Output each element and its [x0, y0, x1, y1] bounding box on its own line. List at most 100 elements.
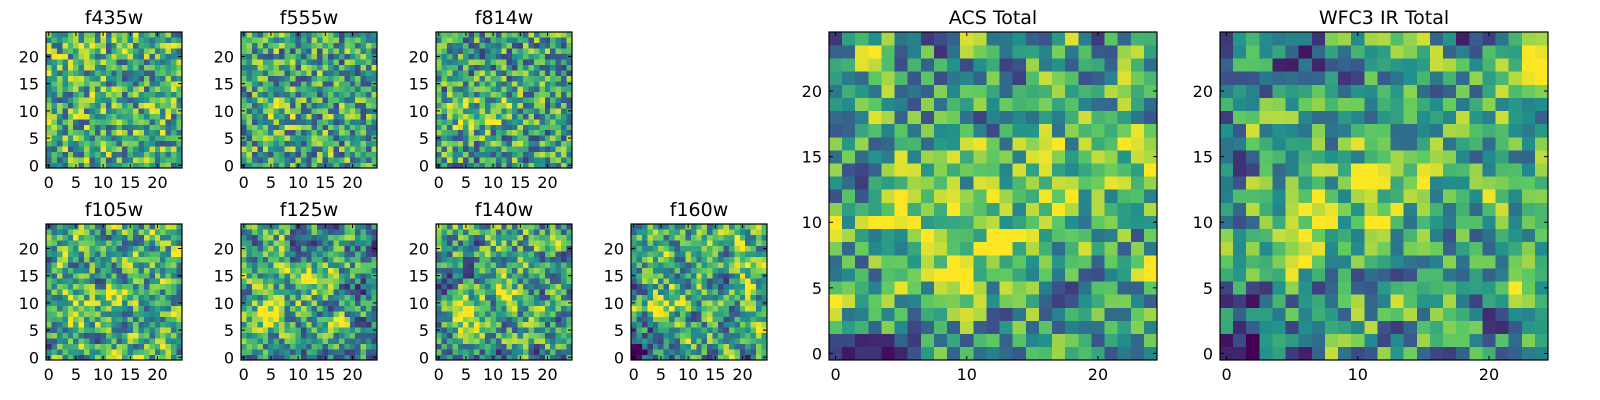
heatmap-cell: [739, 338, 746, 344]
heatmap-cell: [257, 59, 264, 65]
heatmap-cell: [105, 113, 112, 120]
heatmap-cell: [154, 343, 161, 350]
heatmap-cell: [67, 283, 74, 290]
heatmap-cell: [300, 343, 307, 350]
heatmap-cell: [512, 129, 518, 136]
heatmap-cell: [51, 278, 58, 285]
heatmap-cell: [360, 327, 367, 334]
heatmap-cell: [311, 32, 318, 38]
heatmap-cell: [745, 349, 751, 355]
heatmap-cell: [257, 97, 264, 104]
heatmap-cell: [160, 311, 166, 317]
heatmap-cell: [246, 59, 253, 65]
heatmap-cell: [539, 124, 546, 131]
heatmap-cell: [78, 245, 85, 252]
heatmap-cell: [506, 332, 513, 339]
heatmap-cell: [360, 305, 367, 312]
heatmap-cell: [94, 245, 101, 252]
heatmap-cell: [441, 262, 448, 268]
heatmap-cell: [306, 289, 313, 296]
heatmap-cell: [289, 240, 296, 247]
heatmap-cell: [523, 224, 529, 230]
heatmap-cell: [241, 316, 247, 323]
heatmap-cell: [829, 241, 843, 256]
heatmap-cell: [506, 151, 513, 158]
heatmap-cell: [333, 70, 340, 76]
heatmap-cell: [641, 272, 648, 279]
heatmap-cell: [251, 278, 258, 285]
heatmap-cell: [690, 300, 697, 306]
heatmap-cell: [533, 64, 540, 71]
heatmap-cell: [674, 229, 681, 236]
heatmap-cell: [67, 321, 74, 328]
heatmap-cell: [728, 321, 735, 328]
heatmap-cell: [257, 91, 264, 98]
heatmap-cell: [728, 300, 735, 306]
heatmap-cell: [284, 300, 291, 306]
heatmap-cell: [523, 75, 529, 82]
heatmap-cell: [539, 283, 546, 290]
heatmap-cell: [349, 283, 356, 290]
heatmap-cell: [457, 157, 464, 163]
heatmap-cell: [550, 224, 556, 230]
heatmap-cell: [279, 135, 285, 142]
heatmap-cell: [1012, 268, 1027, 282]
heatmap-cell: [73, 272, 79, 279]
heatmap-cell: [647, 300, 654, 306]
heatmap-cell: [62, 327, 69, 334]
heatmap-cell: [322, 53, 329, 60]
heatmap-cell: [89, 108, 96, 114]
heatmap-cell: [284, 289, 291, 296]
heatmap-cell: [723, 234, 730, 241]
heatmap-cell: [528, 91, 535, 98]
heatmap-cell: [116, 283, 123, 290]
heatmap-cell: [311, 283, 318, 290]
heatmap-cell: [300, 234, 307, 241]
heatmap-cell: [679, 251, 686, 257]
heatmap-cell: [246, 354, 253, 361]
heatmap-cell: [446, 283, 453, 290]
heatmap-cell: [506, 86, 513, 93]
heatmap-cell: [279, 240, 285, 247]
heatmap-cell: [165, 316, 172, 323]
heatmap-cell: [1038, 268, 1053, 282]
heatmap-cell: [56, 151, 63, 158]
heatmap-cell: [306, 37, 313, 44]
heatmap-cell: [78, 349, 85, 355]
heatmap-cell: [561, 124, 567, 131]
heatmap-cell: [284, 129, 291, 136]
x-tick-label: 20: [732, 365, 752, 384]
heatmap-cell: [933, 268, 948, 282]
heatmap-cell: [999, 241, 1013, 256]
heatmap-cell: [273, 64, 280, 71]
heatmap-cell: [105, 256, 112, 263]
heatmap-cell: [171, 59, 177, 65]
heatmap-cell: [756, 240, 762, 247]
heatmap-cell: [160, 102, 166, 109]
heatmap-cell: [506, 256, 513, 263]
heatmap-cell: [333, 300, 340, 306]
heatmap-cell: [679, 321, 686, 328]
heatmap-cell: [652, 316, 659, 323]
heatmap-cell: [317, 311, 323, 317]
heatmap-cell: [647, 311, 654, 317]
heatmap-cell: [322, 321, 329, 328]
heatmap-cell: [138, 283, 145, 290]
heatmap-cell: [561, 75, 567, 82]
heatmap-cell: [641, 321, 648, 328]
heatmap-cell: [165, 151, 172, 158]
heatmap-cell: [517, 289, 524, 296]
heatmap-cell: [712, 240, 719, 247]
heatmap-cell: [495, 240, 502, 247]
heatmap-cell: [333, 289, 340, 296]
heatmap-cell: [1130, 268, 1145, 282]
heatmap-cell: [528, 32, 535, 38]
heatmap-cell: [344, 108, 351, 114]
heatmap-cell: [160, 251, 166, 257]
heatmap-cell: [463, 251, 469, 257]
heatmap-cell: [566, 129, 573, 136]
heatmap-cell: [333, 129, 340, 136]
heatmap-cell: [679, 294, 686, 301]
heatmap-cell: [273, 251, 280, 257]
heatmap-cell: [544, 229, 551, 236]
